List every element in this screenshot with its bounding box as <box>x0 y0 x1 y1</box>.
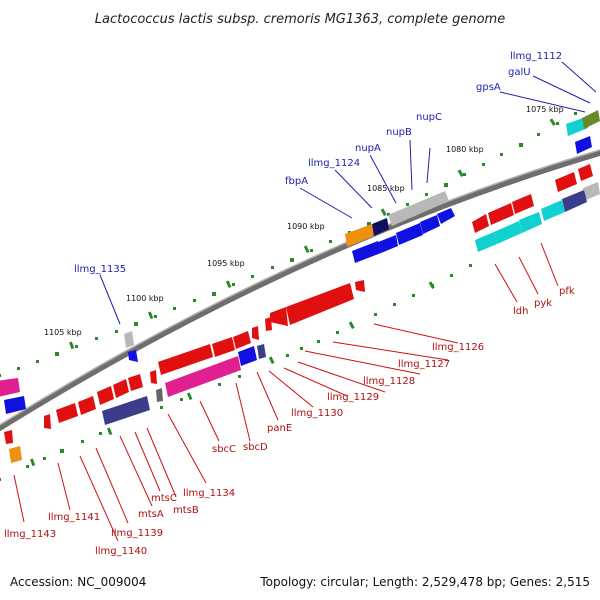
gene-feature[interactable] <box>158 344 213 375</box>
gene-feature[interactable] <box>286 283 354 325</box>
accession-text: Accession: NC_009004 <box>10 575 146 589</box>
gene-feature[interactable] <box>519 212 542 233</box>
scale-label: 1080 kbp <box>446 145 484 154</box>
gene-label[interactable]: sbcD <box>243 442 268 453</box>
gene-label[interactable]: llmg_1129 <box>327 392 379 403</box>
gene-feature[interactable] <box>575 136 592 154</box>
gene-label[interactable]: fbpA <box>285 176 308 187</box>
gene-feature[interactable] <box>44 414 51 429</box>
gene-feature[interactable] <box>582 110 600 129</box>
gene-label[interactable]: llmg_1141 <box>48 512 100 523</box>
gene-label[interactable]: panE <box>267 423 292 434</box>
gene-label[interactable]: llmg_1134 <box>183 488 235 499</box>
genome-backbone <box>0 149 600 432</box>
gene-label[interactable]: nupB <box>386 127 412 138</box>
gene-feature[interactable] <box>345 224 374 247</box>
scale-label: 1105 kbp <box>44 328 82 337</box>
gene-feature[interactable] <box>420 215 440 234</box>
gene-feature[interactable] <box>212 337 235 357</box>
gene-feature[interactable] <box>352 241 381 263</box>
reverse-leader-lines <box>13 242 559 542</box>
gene-label[interactable]: pfk <box>559 286 575 297</box>
gene-feature[interactable] <box>562 190 587 212</box>
gene-label[interactable]: pyk <box>534 298 552 309</box>
gene-feature[interactable] <box>555 172 577 192</box>
gene-feature[interactable] <box>128 350 138 362</box>
gene-feature[interactable] <box>233 331 251 349</box>
gene-feature[interactable] <box>475 232 497 252</box>
gene-label[interactable]: sbcC <box>212 444 236 455</box>
outer-scale-ticks <box>0 112 577 377</box>
gene-feature[interactable] <box>378 235 398 253</box>
genome-backbone-highlight <box>0 149 600 426</box>
gene-label[interactable]: mtsA <box>138 509 164 520</box>
gene-feature[interactable] <box>578 164 593 181</box>
gene-label[interactable]: llmg_1112 <box>510 51 562 62</box>
gene-feature[interactable] <box>566 117 588 136</box>
gene-feature[interactable] <box>488 203 514 225</box>
reverse-gene-labels: pfk pyk ldh llmg_1126 llmg_1127 llmg_112… <box>4 286 575 557</box>
gene-label[interactable]: llmg_1135 <box>74 264 126 275</box>
gene-feature[interactable] <box>238 346 257 366</box>
gene-label[interactable]: llmg_1140 <box>95 546 147 557</box>
gene-feature[interactable] <box>128 374 143 391</box>
gene-feature[interactable] <box>396 223 423 245</box>
gene-feature[interactable] <box>113 379 129 398</box>
gene-label[interactable]: llmg_1127 <box>398 359 450 370</box>
forward-gene-labels: llmg_1112 galU gpsA nupC nupB nupA llmg_… <box>74 51 562 275</box>
gene-feature[interactable] <box>124 331 134 348</box>
forward-strand-genes <box>0 110 600 463</box>
gene-feature[interactable] <box>355 280 365 292</box>
gene-feature[interactable] <box>437 208 455 224</box>
gene-feature[interactable] <box>150 370 157 384</box>
gene-feature[interactable] <box>541 200 565 221</box>
gene-label[interactable]: llmg_1128 <box>363 376 415 387</box>
gene-label[interactable]: llmg_1143 <box>4 529 56 540</box>
scale-label: 1075 kbp <box>526 105 564 114</box>
scale-label: 1085 kbp <box>367 184 405 193</box>
gene-feature[interactable] <box>4 396 26 414</box>
gene-feature[interactable] <box>97 386 114 405</box>
gene-feature[interactable] <box>472 214 489 233</box>
scale-label: 1100 kbp <box>126 294 164 303</box>
gene-feature[interactable] <box>257 344 266 359</box>
reverse-strand-genes <box>4 164 600 444</box>
gene-feature[interactable] <box>78 396 96 415</box>
map-title: Lactococcus lactis subsp. cremoris MG136… <box>95 12 505 27</box>
gene-label[interactable]: llmg_1126 <box>432 342 484 353</box>
gene-feature[interactable] <box>583 182 600 200</box>
gene-label[interactable]: ldh <box>513 306 528 317</box>
gene-feature[interactable] <box>165 356 241 397</box>
gene-label[interactable]: llmg_1139 <box>111 528 163 539</box>
gene-feature[interactable] <box>0 378 20 397</box>
gene-feature[interactable] <box>270 307 288 326</box>
gene-feature[interactable] <box>372 218 389 236</box>
gene-feature[interactable] <box>265 317 272 331</box>
gene-feature[interactable] <box>252 326 259 340</box>
scale-label: 1095 kbp <box>207 259 245 268</box>
inner-scale-ticks <box>0 264 472 481</box>
gene-label[interactable]: nupA <box>355 143 381 154</box>
gene-feature[interactable] <box>56 403 78 423</box>
gene-feature[interactable] <box>388 191 449 226</box>
scale-label: 1090 kbp <box>287 222 325 231</box>
gene-feature[interactable] <box>494 221 522 244</box>
scale-labels: 1075 kbp 1080 kbp 1085 kbp 1090 kbp 1095… <box>44 105 564 337</box>
genome-summary-text: Topology: circular; Length: 2,529,478 bp… <box>259 575 590 589</box>
gene-feature[interactable] <box>9 446 22 463</box>
gene-label[interactable]: mtsB <box>173 505 199 516</box>
gene-feature[interactable] <box>156 388 163 402</box>
gene-label[interactable]: llmg_1130 <box>291 408 343 419</box>
gene-feature[interactable] <box>102 396 150 425</box>
gene-label[interactable]: nupC <box>416 112 442 123</box>
gene-label[interactable]: galU <box>508 67 531 78</box>
forward-leader-lines <box>99 61 597 325</box>
gene-label[interactable]: mtsC <box>151 493 177 504</box>
gene-feature[interactable] <box>4 430 13 444</box>
gene-label[interactable]: gpsA <box>476 82 501 93</box>
gene-label[interactable]: llmg_1124 <box>308 158 360 169</box>
gene-feature[interactable] <box>512 194 534 214</box>
